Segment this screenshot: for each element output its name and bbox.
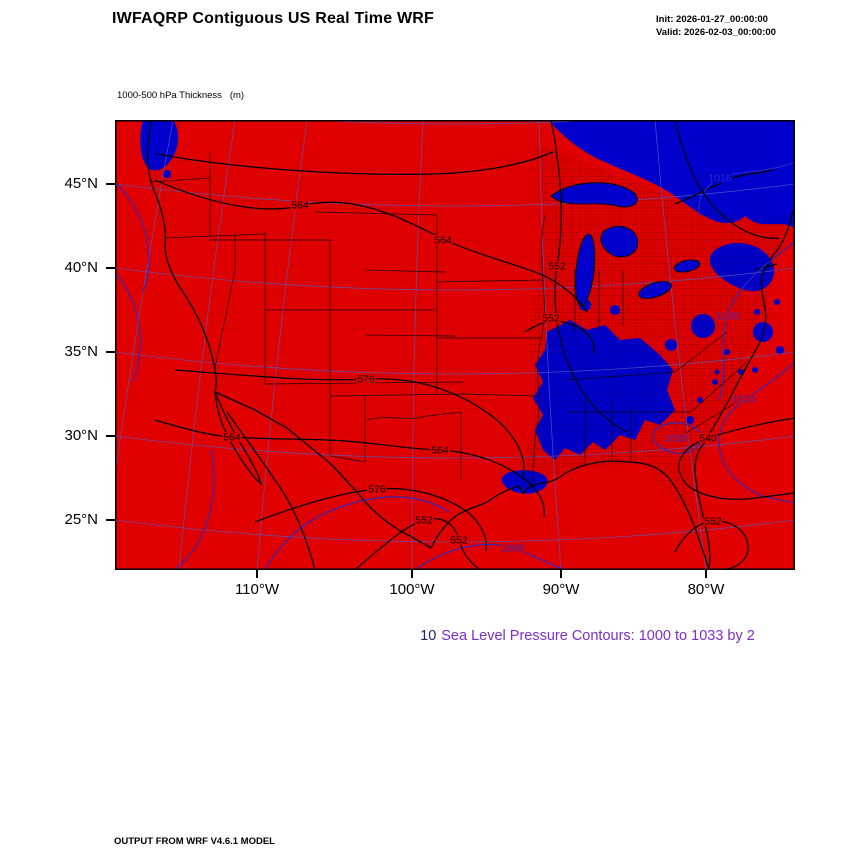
contour-label: 1016 — [708, 173, 732, 185]
legend-thickness-line-1: 1000-500 hPa Thickness (m) — [117, 89, 245, 101]
y-tick-mark — [106, 351, 115, 353]
x-tick-label: 90°W — [542, 581, 580, 598]
footer-model-version: OUTPUT FROM WRF V4.6.1 MODEL — [114, 836, 275, 848]
plot-frame — [115, 120, 795, 570]
contour-label: 1000 — [501, 543, 525, 555]
plot-title: IWFAQRP Contiguous US Real Time WRF — [112, 10, 434, 27]
x-tick-label: 80°W — [687, 581, 725, 598]
contour-label: 564 — [223, 432, 241, 444]
x-tick-label: 110°W — [234, 581, 280, 598]
x-tick-mark — [560, 570, 562, 578]
great-lakes — [550, 182, 701, 307]
contour-label: 1024 — [732, 394, 756, 406]
y-tick-label: 35°N — [64, 343, 98, 360]
contour-labels: 564 564 552 552 1016 1020 1024 1030 540 576 564 564… — [222, 171, 758, 556]
thickness-contours — [154, 120, 795, 570]
contour-label: 1030 — [664, 433, 688, 445]
y-tick-label: 25°N — [64, 511, 98, 528]
valid-time: Valid: 2026-02-03_00:00:00 — [656, 27, 776, 39]
y-tick-label: 45°N — [64, 175, 98, 192]
contour-label: 1020 — [716, 311, 740, 323]
contour-label: 552 — [415, 515, 433, 527]
contour-label: 552 — [450, 535, 468, 547]
x-tick-mark — [256, 570, 258, 578]
x-tick-mark — [705, 570, 707, 578]
y-tick-mark — [106, 435, 115, 437]
contour-label: 552 — [704, 516, 722, 528]
contour-label: 576 — [357, 374, 375, 386]
contour-label: 564 — [291, 200, 309, 212]
y-tick-mark — [106, 267, 115, 269]
model-footer: OUTPUT FROM WRF V4.6.1 MODEL WE = 580 ; … — [114, 806, 502, 850]
contour-label: 552 — [542, 313, 560, 325]
y-tick-label: 40°N — [64, 259, 98, 276]
contour-label: 552 — [548, 261, 566, 273]
conus-map-svg: 564 564 552 552 1016 1020 1024 1030 540 576 564 564… — [115, 120, 795, 570]
coastlines-borders — [146, 120, 795, 570]
caption-prefix: 10 — [420, 628, 437, 644]
y-tick-label: 30°N — [64, 427, 98, 444]
contour-label: 576 — [368, 484, 386, 496]
contour-label: 540 — [699, 433, 717, 445]
caption-text: Sea Level Pressure Contours: 1000 to 103… — [441, 628, 755, 644]
conus-map: 564 564 552 552 1016 1020 1024 1030 540 576 564 564… — [115, 120, 795, 570]
slp-caption: 10 Sea Level Pressure Contours: 1000 to 1… — [404, 612, 755, 660]
state-boundaries — [150, 152, 748, 487]
slp-contours — [115, 161, 795, 570]
contour-label: 564 — [434, 235, 452, 247]
y-tick-mark — [106, 519, 115, 521]
run-info: Init: 2026-01-27_00:00:00 Valid: 2026-02… — [656, 13, 776, 40]
init-time: Init: 2026-01-27_00:00:00 — [656, 14, 768, 25]
y-tick-mark — [106, 183, 115, 185]
x-tick-label: 100°W — [389, 581, 435, 598]
contour-label: 564 — [431, 445, 449, 457]
x-tick-mark — [411, 570, 413, 578]
